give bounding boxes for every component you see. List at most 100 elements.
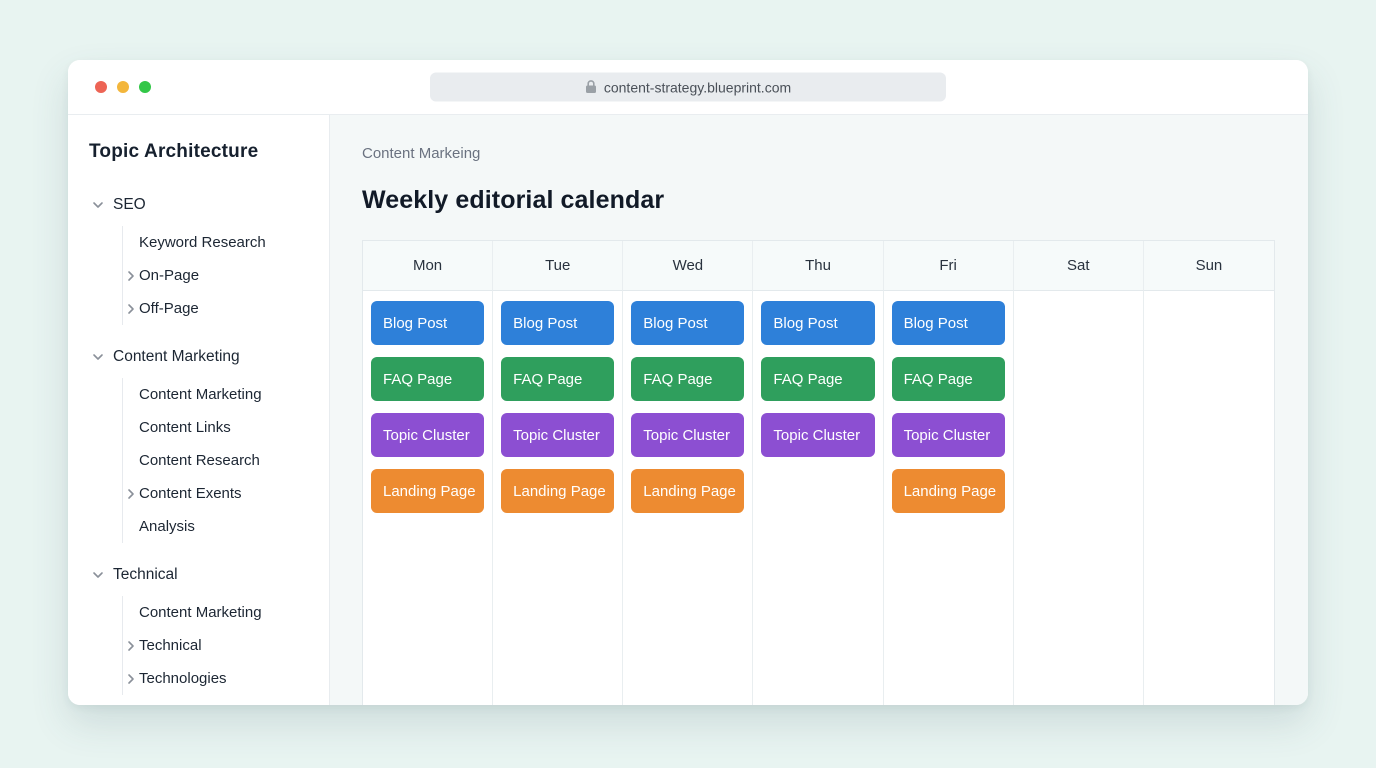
card-label: FAQ Page	[643, 370, 713, 388]
day-header-tue: Tue	[493, 241, 624, 291]
card-blog[interactable]: Blog Post	[371, 301, 485, 345]
tree-item-label: SEO	[113, 196, 146, 213]
chevron-right-icon	[125, 303, 137, 315]
card-faq[interactable]: FAQ Page	[631, 357, 745, 401]
card-label: FAQ Page	[513, 370, 583, 388]
day-cell-mon: Blog Post FAQ Page Topic Cluster Landing Pa…	[363, 291, 494, 705]
main-content: Content Markeing Weekly editorial calend…	[330, 115, 1308, 705]
tree-item-off-page[interactable]: Off-Page	[123, 292, 329, 325]
card-label: FAQ Page	[773, 370, 843, 388]
card-blog[interactable]: Blog Post	[891, 301, 1005, 345]
card-landing[interactable]: Landing Page	[371, 469, 485, 513]
card-label: Landing Page	[383, 482, 476, 500]
tree-item-seo[interactable]: SEO	[92, 193, 329, 217]
tree-children-content-marketing: Content Marketing Content Links Content Re…	[122, 378, 329, 543]
card-label: Blog Post	[903, 314, 968, 332]
card-label: Topic Cluster	[513, 426, 600, 444]
card-label: Blog Post	[383, 314, 448, 332]
card-landing[interactable]: Landing Page	[631, 469, 745, 513]
day-header-sun: Sun	[1143, 241, 1274, 291]
browser-chrome: content-strategy.blueprint.com	[68, 60, 1308, 115]
tree-item-content-marketing[interactable]: Content Marketing	[92, 345, 329, 369]
card-label: FAQ Page	[903, 370, 973, 388]
card-label: Topic Cluster	[643, 426, 730, 444]
tree-item-on-page[interactable]: On-Page	[123, 259, 329, 292]
sidebar-title: Topic Architecture	[89, 141, 259, 162]
tree-item-label: Content Links	[139, 419, 231, 436]
chevron-down-icon	[92, 199, 104, 211]
tree-item-technical[interactable]: Technical	[92, 563, 329, 587]
card-faq[interactable]: FAQ Page	[761, 357, 875, 401]
tree-item-label: Content Research	[139, 452, 260, 469]
tree-item-label: Technical	[113, 566, 178, 583]
card-faq[interactable]: FAQ Page	[891, 357, 1005, 401]
tree-item-label: Content Marketing	[139, 386, 262, 403]
day-header-mon: Mon	[363, 241, 494, 291]
tree-item-content-marketing[interactable]: Content Marketing	[123, 378, 329, 411]
tree-item-content-exents[interactable]: Content Exents	[123, 477, 329, 510]
day-cell-sun	[1143, 291, 1274, 705]
card-landing[interactable]: Landing Page	[891, 469, 1005, 513]
card-topic[interactable]: Topic Cluster	[501, 413, 615, 457]
card-landing[interactable]: Landing Page	[501, 469, 615, 513]
chevron-down-icon	[92, 351, 104, 363]
day-cell-fri: Blog Post FAQ Page Topic Cluster Landing Pa…	[883, 291, 1014, 705]
minimize-window-button[interactable]	[117, 81, 129, 93]
tree-children-technical: Content Marketing Technical Technologies	[122, 596, 329, 695]
card-label: FAQ Page	[383, 370, 453, 388]
day-header-wed: Wed	[623, 241, 754, 291]
close-window-button[interactable]	[95, 81, 107, 93]
card-label: Blog Post	[643, 314, 708, 332]
tree-item-technologies[interactable]: Technologies	[123, 662, 329, 695]
calendar-table: Mon Tue Wed Thu Fri Sat Sun Blog Post FAQ Page To…	[362, 240, 1275, 705]
zoom-window-button[interactable]	[139, 81, 151, 93]
day-header-fri: Fri	[883, 241, 1014, 291]
page-title: Weekly editorial calendar	[362, 186, 665, 214]
day-cell-thu: Blog Post FAQ Page Topic Cluster	[753, 291, 884, 705]
day-header-thu: Thu	[753, 241, 884, 291]
tree-item-label: Content Marketing	[113, 348, 240, 365]
tree-item-label: Technologies	[139, 670, 227, 687]
tree-item-content-research[interactable]: Content Research	[123, 444, 329, 477]
traffic-lights	[68, 81, 151, 93]
topic-tree: SEO Keyword Research On-Page Off-Page Conten…	[89, 193, 329, 695]
card-label: Topic Cluster	[383, 426, 470, 444]
tree-item-technical[interactable]: Technical	[123, 629, 329, 662]
sidebar: Topic Architecture SEO Keyword Research On…	[68, 115, 330, 705]
card-topic[interactable]: Topic Cluster	[891, 413, 1005, 457]
card-label: Landing Page	[513, 482, 606, 500]
tree-group-content-marketing: Content Marketing Content Marketing Conten…	[89, 345, 329, 543]
card-label: Topic Cluster	[903, 426, 991, 444]
card-topic[interactable]: Topic Cluster	[631, 413, 745, 457]
card-faq[interactable]: FAQ Page	[371, 357, 485, 401]
tree-item-label: Content Marketing	[139, 604, 262, 621]
browser-window: content-strategy.blueprint.com Topic Arc…	[68, 60, 1308, 705]
card-blog[interactable]: Blog Post	[631, 301, 745, 345]
tree-item-content-marketing[interactable]: Content Marketing	[123, 596, 329, 629]
tree-item-label: On-Page	[139, 267, 200, 284]
tree-item-label: Keyword Research	[139, 234, 266, 251]
address-bar[interactable]: content-strategy.blueprint.com	[430, 72, 946, 102]
chevron-down-icon	[92, 569, 104, 581]
tree-group-seo: SEO Keyword Research On-Page Off-Page	[89, 193, 329, 325]
tree-item-analysis[interactable]: Analysis	[123, 510, 329, 543]
card-topic[interactable]: Topic Cluster	[371, 413, 485, 457]
lock-icon	[585, 80, 596, 93]
tree-item-keyword-research[interactable]: Keyword Research	[123, 226, 329, 259]
card-topic[interactable]: Topic Cluster	[761, 413, 875, 457]
window-content: Topic Architecture SEO Keyword Research On…	[68, 115, 1308, 705]
day-header-sat: Sat	[1013, 241, 1144, 291]
breadcrumb: Content Markeing	[362, 145, 481, 162]
card-faq[interactable]: FAQ Page	[501, 357, 615, 401]
tree-item-content-links[interactable]: Content Links	[123, 411, 329, 444]
card-blog[interactable]: Blog Post	[761, 301, 875, 345]
card-blog[interactable]: Blog Post	[501, 301, 615, 345]
card-label: Topic Cluster	[773, 426, 861, 444]
url-text: content-strategy.blueprint.com	[603, 79, 792, 95]
tree-group-technical: Technical Content Marketing Technical Techn…	[89, 563, 329, 695]
card-label: Landing Page	[903, 482, 997, 500]
day-cell-sat	[1013, 291, 1144, 705]
chevron-right-icon	[125, 488, 137, 500]
chevron-right-icon	[125, 270, 137, 282]
card-label: Landing Page	[643, 482, 736, 500]
